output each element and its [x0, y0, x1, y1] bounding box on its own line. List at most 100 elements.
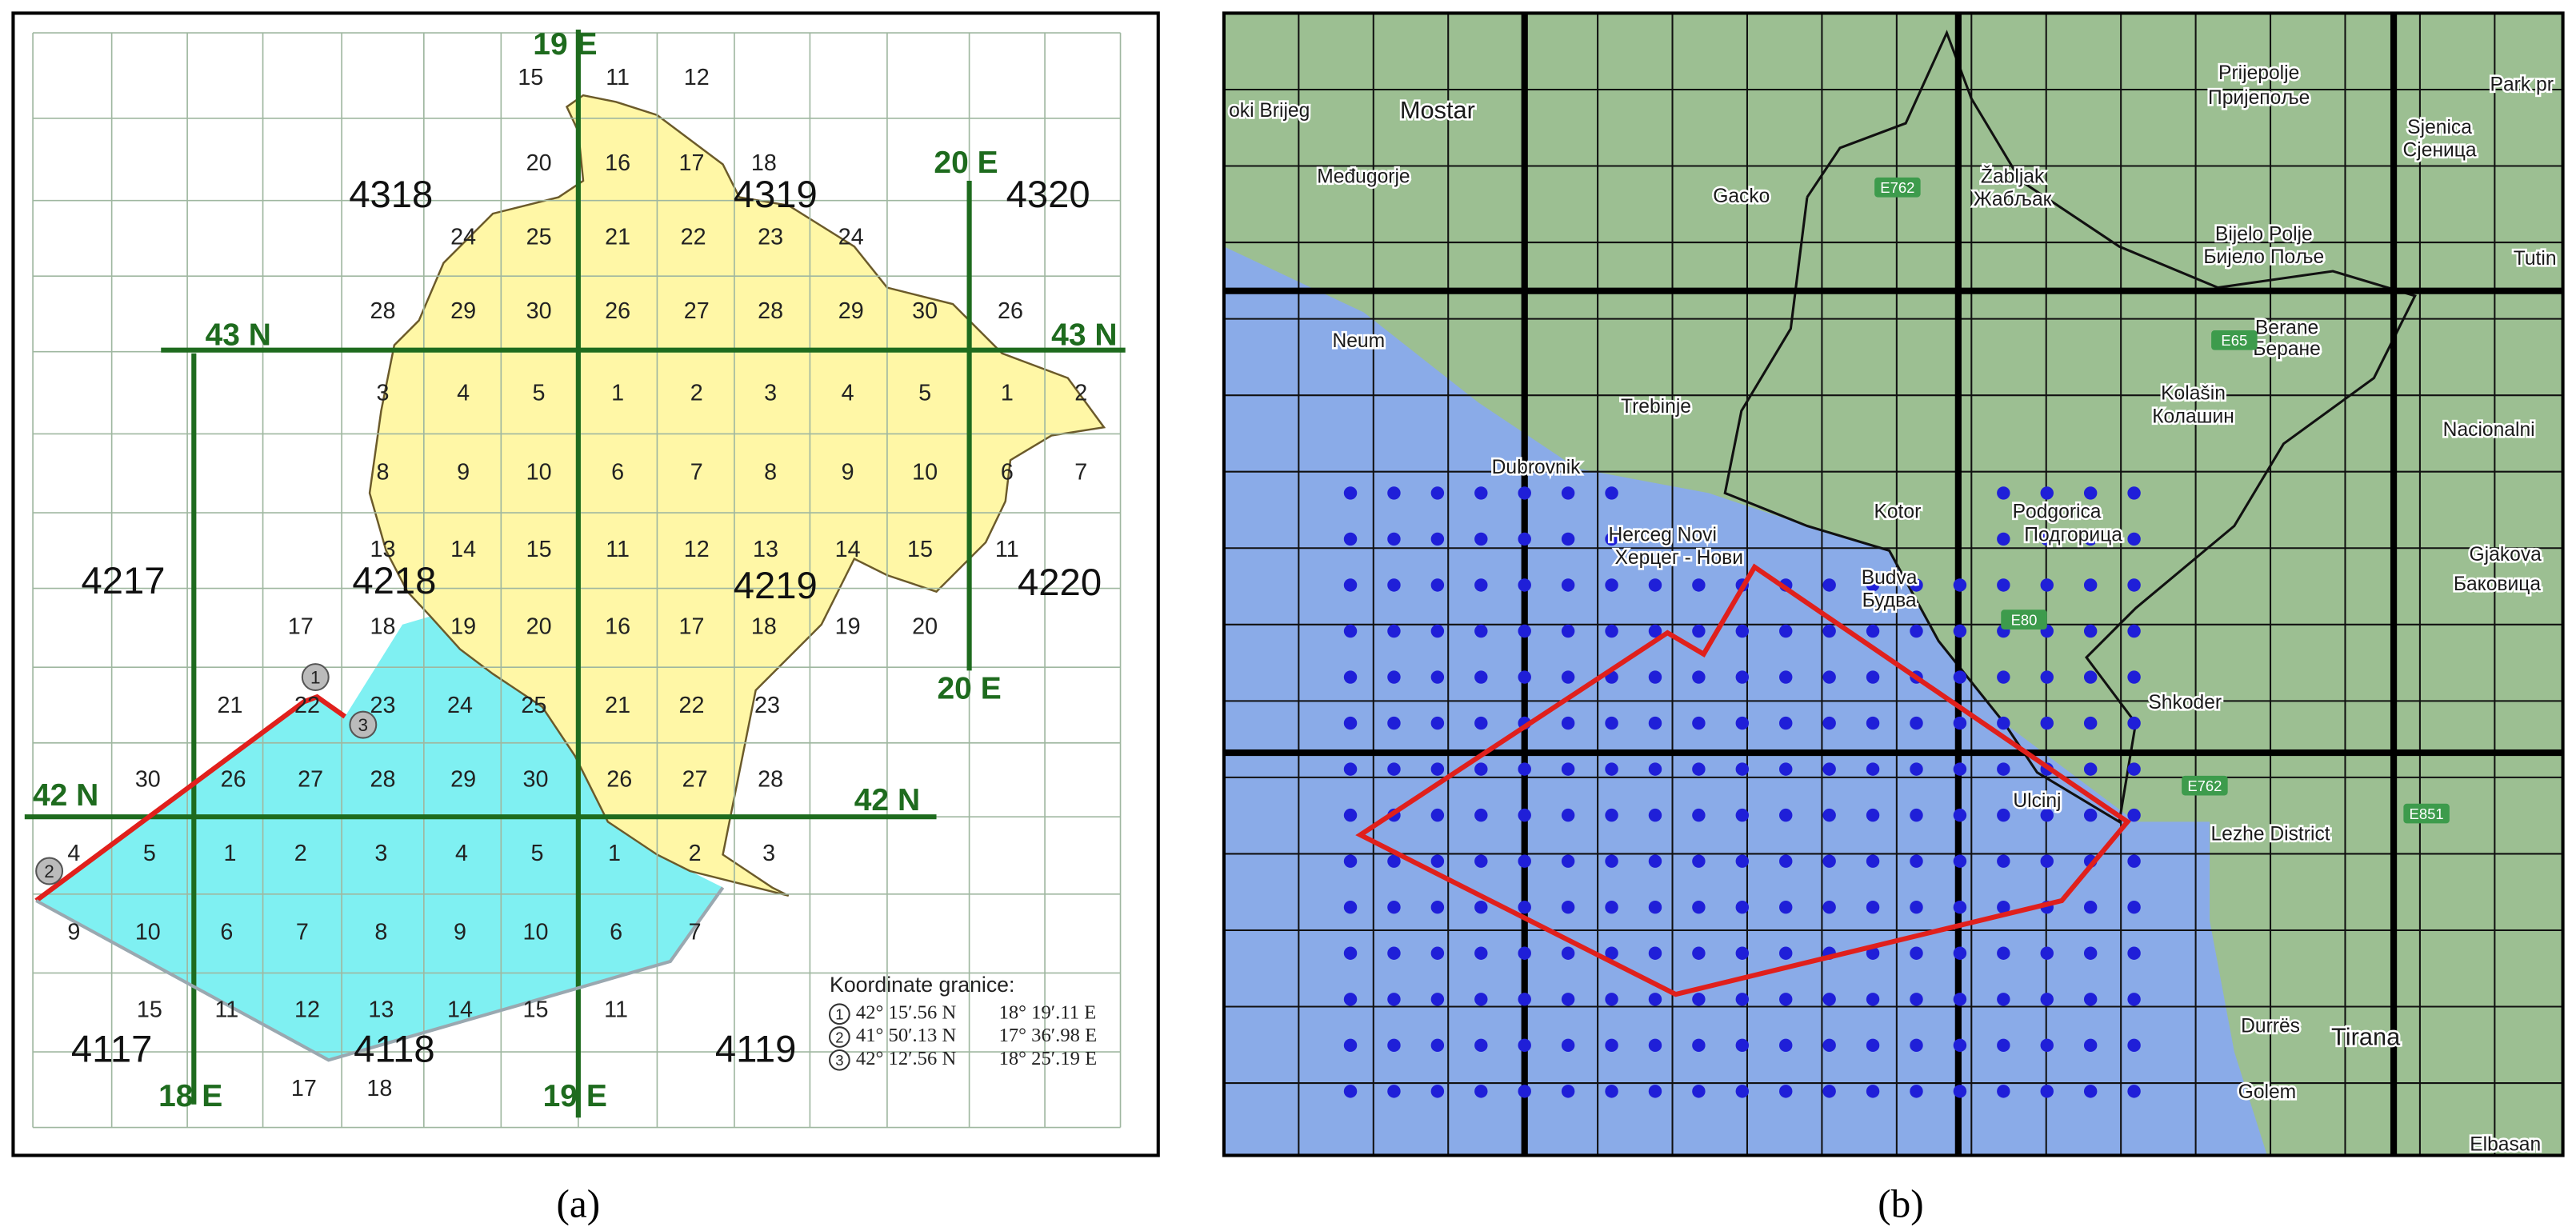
place-label: Mostar [1400, 96, 1475, 124]
sheet-label: 4320 [1006, 174, 1090, 216]
grid-point [2083, 578, 2098, 592]
legend-marker [829, 1026, 850, 1048]
grid-point [1561, 854, 1575, 868]
grid-point [1648, 993, 1662, 1006]
grid-point [1997, 1085, 2010, 1098]
cell-label: 15 [526, 537, 552, 562]
grid-point [1561, 1038, 1575, 1053]
grid-point [1605, 486, 1618, 500]
cell-label: 1 [224, 841, 237, 866]
grid-point [1605, 762, 1618, 776]
grid-point [2127, 993, 2141, 1006]
cell-label: 24 [838, 225, 864, 250]
cell-label: 21 [218, 693, 243, 718]
cell-label: 30 [522, 767, 548, 793]
grid-point [1343, 578, 1358, 592]
place-label: Будва [1862, 590, 1917, 612]
grid-point [1997, 900, 2010, 914]
place-label: Колашин [2152, 406, 2234, 427]
grid-point [1430, 624, 1445, 638]
cell-label: 6 [1001, 459, 1014, 485]
grid-point [1910, 854, 1923, 868]
grid-point [1474, 946, 1488, 960]
cell-label: 3 [376, 381, 389, 406]
cell-label: 23 [758, 225, 783, 250]
grid-point [1474, 532, 1488, 546]
grid-point [1648, 716, 1662, 730]
grid-point [1735, 716, 1750, 730]
point-marker [35, 857, 64, 885]
grid-point [2040, 1085, 2054, 1098]
legend-lat: 42° 12′.56 N [856, 1048, 957, 1069]
point-marker [349, 710, 378, 739]
grid-point [1474, 762, 1488, 776]
sheet-label: 4318 [349, 174, 433, 216]
grid-point [1518, 1038, 1531, 1053]
grid-point [1430, 1085, 1445, 1098]
cell-label: 25 [526, 225, 552, 250]
grid-point [1343, 808, 1358, 822]
place-label: Ulcinj [2013, 790, 2061, 812]
cell-label: 3 [374, 841, 387, 866]
road-badge [2211, 330, 2258, 350]
grid-point [1866, 578, 1880, 592]
place-label: Neum [1332, 330, 1385, 352]
cell-label: 15 [907, 537, 933, 562]
grid-point [1997, 532, 2010, 546]
grid-point [1561, 670, 1575, 684]
grid-point [1648, 670, 1662, 684]
grid-point [2040, 578, 2054, 592]
grid-point [2083, 808, 2098, 822]
point-marker [301, 663, 330, 692]
grid-point [1735, 946, 1750, 960]
grid-point [1866, 1085, 1880, 1098]
grid-point [1953, 993, 1967, 1006]
grid-point [2127, 808, 2141, 822]
grid-point [1692, 670, 1706, 684]
grid-point [1387, 1085, 1401, 1098]
cell-label: 18 [366, 1076, 392, 1101]
cell-label: 3 [764, 381, 777, 406]
cell-label: 22 [679, 693, 705, 718]
grid-point [1953, 808, 1967, 822]
grid-point [1387, 670, 1401, 684]
grid-point [1779, 762, 1793, 776]
grid-point [1474, 624, 1488, 638]
grid-point [1430, 993, 1445, 1006]
grid-point [1474, 900, 1488, 914]
grid-point [1779, 1085, 1793, 1098]
sheet-label: 4118 [354, 1029, 435, 1071]
road-label: E762 [1880, 179, 1914, 196]
cell-label: 11 [606, 537, 630, 562]
grid-point [1735, 762, 1750, 776]
grid-point [1692, 578, 1706, 592]
place-label: Elbasan [2470, 1134, 2541, 1156]
boundary-line [1355, 563, 2131, 997]
legend-marker [829, 1003, 850, 1025]
grid-point [2127, 486, 2141, 500]
grid-point [2127, 900, 2141, 914]
cell-label: 16 [605, 614, 630, 639]
cell-label: 30 [135, 767, 161, 793]
grid-point [1648, 1085, 1662, 1098]
cell-label: 14 [835, 537, 861, 562]
grid-point [1387, 946, 1401, 960]
place-label: Подгорица [2024, 524, 2122, 546]
cell-label: 7 [296, 920, 309, 945]
grid-point [1997, 808, 2010, 822]
cell-label: 18 [751, 150, 777, 176]
grid-point [1779, 900, 1793, 914]
grid-point [1387, 900, 1401, 914]
grid-point [1605, 946, 1618, 960]
graticule-label: 20 E [934, 146, 998, 180]
grid-point [2127, 670, 2141, 684]
grid-point [1866, 993, 1880, 1006]
grid-point [1953, 716, 1967, 730]
grid-point [1605, 532, 1618, 546]
grid-point [1518, 1085, 1531, 1098]
sheet-label: 4319 [734, 174, 818, 216]
place-label: Бијело Поље [2203, 246, 2324, 268]
grid-point [1343, 1038, 1358, 1053]
cell-label: 6 [611, 459, 624, 485]
grid-point [1387, 578, 1401, 592]
